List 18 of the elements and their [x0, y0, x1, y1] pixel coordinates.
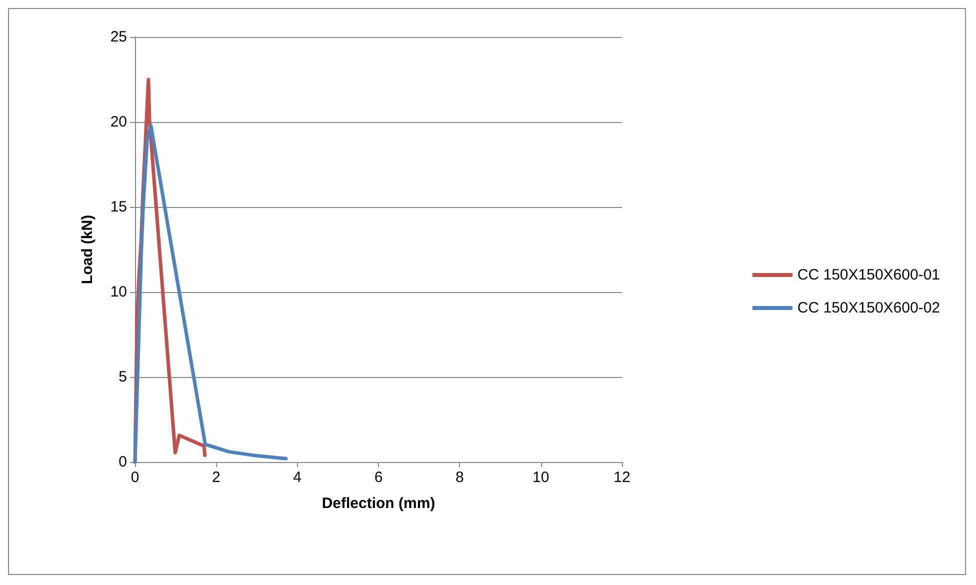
x-tick-label: 4 — [293, 469, 302, 486]
x-tick-label: 0 — [130, 469, 140, 486]
y-tick-label: 20 — [110, 114, 127, 130]
x-axis-title: Deflection (mm) — [322, 495, 436, 512]
y-tick-label: 10 — [110, 284, 127, 300]
y-tick-label: 5 — [118, 368, 127, 386]
y-tick-label: 0 — [118, 454, 127, 470]
x-tick-label: 12 — [614, 469, 630, 486]
x-tick-label: 8 — [455, 469, 464, 486]
legend-label: CC 150X150X600-01 — [797, 266, 940, 284]
y-tick-label: 15 — [110, 198, 127, 216]
legend-label: CC 150X150X600-02 — [797, 300, 940, 316]
x-tick-label: 2 — [212, 469, 220, 486]
line-series — [133, 124, 288, 464]
y-axis-title: Load (kN) — [79, 214, 96, 284]
y-tick-label: 25 — [110, 28, 127, 46]
x-tick-label: 6 — [374, 469, 383, 486]
x-tick-label: 10 — [532, 469, 550, 486]
